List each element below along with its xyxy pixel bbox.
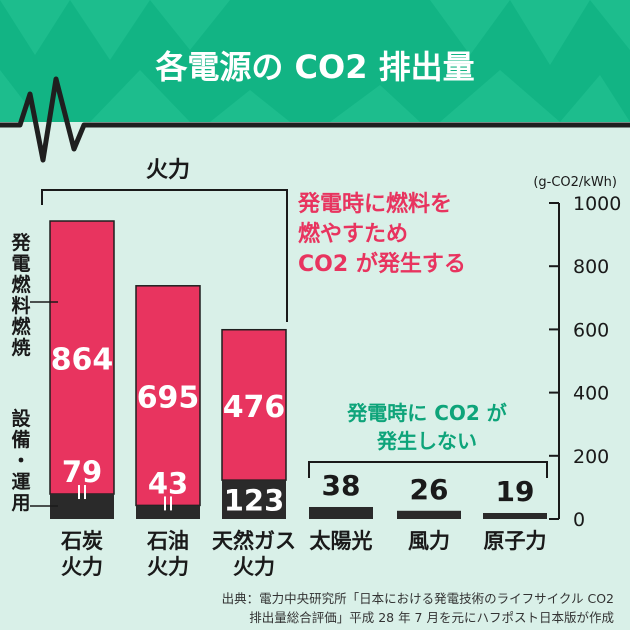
- category-label: 石炭: [60, 529, 103, 553]
- header-pattern-triangle: [0, 0, 70, 55]
- legend-facility-char: 運: [11, 471, 30, 493]
- legend-facility-char: 用: [11, 492, 30, 514]
- category-label: 火力: [61, 555, 103, 579]
- fuel-note-line: 燃やすため: [298, 221, 408, 247]
- y-tick-label: 0: [573, 509, 585, 531]
- bar-facility-0: [50, 494, 114, 519]
- bar-facility-3: [309, 506, 373, 519]
- legend-fuel-char: 燃: [11, 315, 31, 338]
- data-label-facility: 38: [322, 469, 361, 502]
- header-pattern-triangle: [590, 0, 630, 50]
- category-label: 原子力: [484, 529, 547, 553]
- category-label: 風力: [408, 529, 450, 553]
- legend-facility-char: ・: [11, 450, 30, 472]
- header-pattern-triangle: [150, 0, 230, 50]
- legend-facility-char: 設: [11, 407, 31, 430]
- y-unit-label: (g-CO2/kWh): [533, 175, 617, 190]
- fuel-note-line: 発電時に燃料を: [297, 191, 452, 217]
- header-pattern-triangle: [70, 0, 150, 60]
- category-label: 石油: [146, 529, 189, 553]
- data-label-fuel: 695: [137, 381, 200, 416]
- data-label-fuel: 864: [51, 343, 114, 378]
- bar-facility-4: [397, 510, 461, 519]
- header-pattern-triangle: [90, 70, 190, 122]
- y-tick-label: 400: [573, 383, 609, 405]
- legend-fuel-char: 電: [11, 253, 30, 275]
- thermal-bracket: [41, 189, 288, 322]
- header-pattern-triangle: [0, 70, 40, 122]
- bar-facility-1: [136, 505, 200, 519]
- legend-fuel-char: 焼: [11, 336, 30, 359]
- y-tick-label: 800: [573, 256, 609, 278]
- fuel-note-line: CO2 が発生する: [298, 251, 466, 277]
- bar-facility-2: [222, 480, 286, 519]
- legend-fuel-char: 発: [10, 231, 31, 254]
- data-label-fuel: 476: [223, 390, 286, 425]
- data-label-facility: 79: [62, 455, 102, 489]
- data-label-facility: 123: [224, 484, 285, 518]
- header-pattern-triangle: [430, 0, 510, 55]
- bar-facility-5: [483, 512, 547, 519]
- legend-fuel-char: 燃: [11, 273, 31, 296]
- header-pattern-triangle: [560, 75, 630, 122]
- page-title: 各電源の CO2 排出量: [155, 48, 474, 86]
- bar-fuel-1: [135, 285, 201, 507]
- data-label-facility: 43: [148, 466, 188, 500]
- no-emission-bracket: [308, 461, 548, 478]
- source-note: 出典：電力中央研究所「日本における発電技術のライフサイクル CO2: [222, 591, 614, 606]
- legend-fuel-char: 料: [11, 294, 30, 317]
- thermal-group-label: 火力: [146, 158, 190, 183]
- heartbeat-line: [0, 76, 630, 163]
- category-label: 天然ガス: [212, 529, 296, 553]
- bar-fuel-2: [221, 328, 287, 481]
- category-label: 火力: [147, 555, 189, 579]
- y-tick-label: 200: [573, 446, 609, 468]
- header-pattern-triangle: [440, 70, 560, 122]
- source-note: 排出量総合評価」平成 28 年 7 月を元にハフポスト日本版が作成: [249, 610, 614, 625]
- no-emission-note-line: 発電時に CO2 が: [346, 401, 507, 425]
- header-pattern-triangle: [330, 85, 420, 122]
- category-label: 太陽光: [310, 529, 373, 553]
- data-label-facility: 26: [410, 473, 449, 506]
- data-label-facility: 19: [496, 475, 535, 508]
- no-emission-note-line: 発生しない: [376, 429, 477, 453]
- legend-facility-char: 備: [11, 428, 30, 451]
- category-label: 火力: [233, 555, 275, 579]
- y-tick-label: 600: [573, 319, 609, 341]
- y-tick-label: 1000: [573, 193, 621, 215]
- header-pattern-triangle: [510, 0, 590, 65]
- bar-fuel-0: [49, 220, 115, 495]
- header-pattern-triangle: [210, 90, 290, 122]
